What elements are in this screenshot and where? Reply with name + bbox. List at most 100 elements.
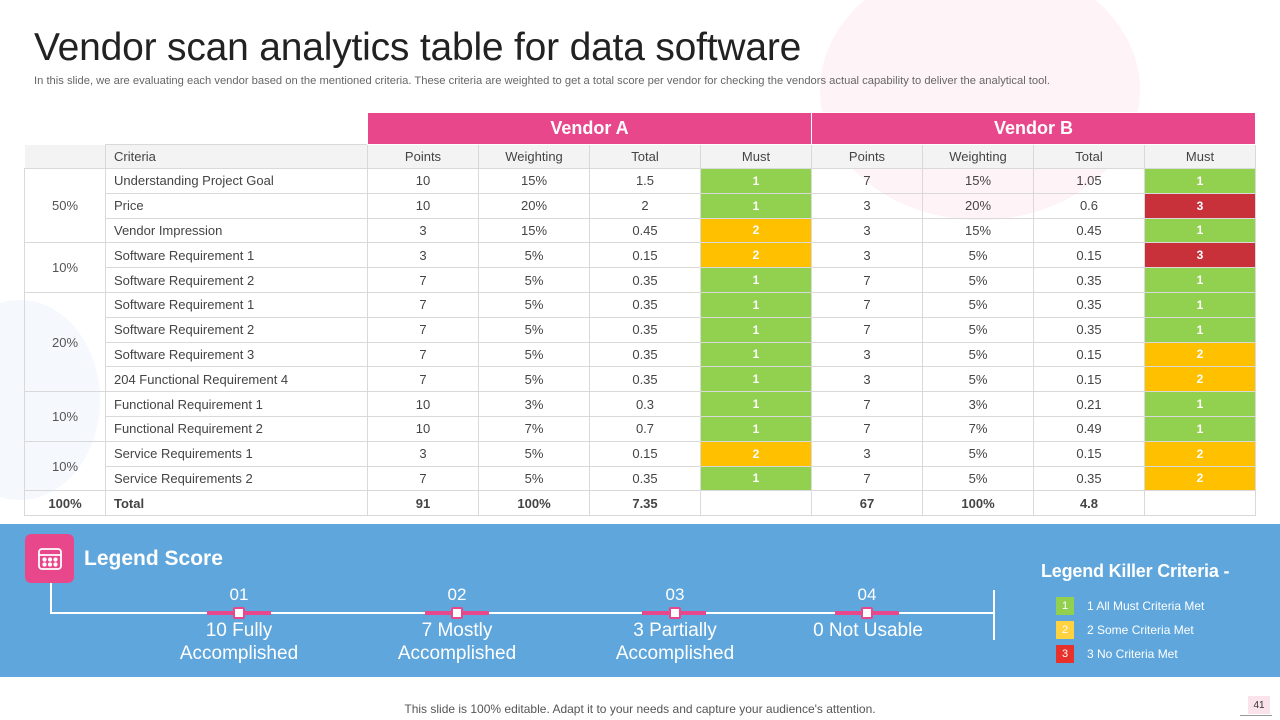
b-weight-cell: 20% <box>922 192 1034 219</box>
total-row: 100% Total 91 100% 7.35 67 100% 4.8 <box>24 490 1256 517</box>
table-row: Service Requirements 2 7 5% 0.35 1 7 5% 0.35 2 <box>25 465 1256 492</box>
b-must-cell: 1 <box>1144 415 1256 442</box>
legend-score-label: 3 Partially Accomplished <box>615 620 735 664</box>
b-points-cell: 7 <box>811 465 923 492</box>
a-total-cell: 0.35 <box>589 291 701 318</box>
table-row: Software Requirement 2 7 5% 0.35 1 7 5% 0.35 1 <box>25 267 1256 293</box>
b-must-cell: 1 <box>1144 391 1256 417</box>
b-points-cell: 7 <box>811 291 923 318</box>
a-weight-cell: 5% <box>478 267 590 293</box>
a-points-cell: 7 <box>367 267 479 293</box>
a-points-cell: 7 <box>367 465 479 492</box>
a-must-cell: 1 <box>700 415 812 442</box>
b-points-cell: 3 <box>811 341 923 368</box>
a-must-cell: 1 <box>700 316 812 343</box>
b-total-cell: 1.05 <box>1033 168 1145 194</box>
b-weight-cell: 5% <box>922 366 1034 393</box>
a-must-cell: 1 <box>700 168 812 194</box>
b-total-cell: 0.15 <box>1033 242 1145 269</box>
timeline-node <box>451 607 463 619</box>
table-body: 50% Understanding Project Goal 10 15% 1.5 1 7 1… <box>24 167 1256 492</box>
page-title: Vendor scan analytics table for data sof… <box>34 26 802 69</box>
total-a-must <box>700 490 812 517</box>
a-weight-cell: 7% <box>478 415 590 442</box>
a-weight-cell: 5% <box>478 440 590 467</box>
a-total-cell: 0.35 <box>589 341 701 368</box>
legend-score-num: 01 <box>229 585 249 604</box>
legend-score-num: 02 <box>447 585 467 604</box>
table-row: Software Requirement 3 7 5% 0.35 1 3 5% 0.15 2 <box>25 341 1256 368</box>
a-weight-cell: 5% <box>478 465 590 492</box>
criteria-cell: Functional Requirement 2 <box>105 415 368 442</box>
b-total-cell: 0.15 <box>1033 366 1145 393</box>
b-must-cell: 1 <box>1144 168 1256 194</box>
timeline-node <box>669 607 681 619</box>
b-total-cell: 0.21 <box>1033 391 1145 417</box>
b-total-cell: 0.15 <box>1033 440 1145 467</box>
table-row: Functional Requirement 2 10 7% 0.7 1 7 7% 0.49 1 <box>25 415 1256 442</box>
b-must-cell: 3 <box>1144 242 1256 269</box>
legend-killer-badge: 3 <box>1056 645 1074 663</box>
table-row: 50% Understanding Project Goal 10 15% 1.5 1 7 1… <box>24 167 1256 244</box>
total-a-total: 7.35 <box>589 490 701 517</box>
group-weight: 10% <box>24 391 106 442</box>
a-weight-cell: 5% <box>478 366 590 393</box>
legend-killer-label: 1 All Must Criteria Met <box>1087 599 1205 613</box>
b-weight-cell: 3% <box>922 391 1034 417</box>
table-row: Vendor Impression 3 15% 0.45 2 3 15% 0.45 1 <box>25 217 1256 244</box>
timeline-node <box>861 607 873 619</box>
a-weight-cell: 5% <box>478 242 590 269</box>
legend-score-num: 04 <box>857 585 877 604</box>
a-must-cell: 1 <box>700 465 812 492</box>
b-must-cell: 2 <box>1144 465 1256 492</box>
b-must-cell: 1 <box>1144 316 1256 343</box>
col-a-must: Must <box>700 144 812 169</box>
a-total-cell: 1.5 <box>589 168 701 194</box>
a-total-cell: 0.15 <box>589 242 701 269</box>
col-a-weighting: Weighting <box>478 144 590 169</box>
a-total-cell: 0.35 <box>589 366 701 393</box>
b-total-cell: 0.45 <box>1033 217 1145 244</box>
a-must-cell: 2 <box>700 217 812 244</box>
b-points-cell: 3 <box>811 440 923 467</box>
b-weight-cell: 5% <box>922 316 1034 343</box>
col-b-total: Total <box>1033 144 1145 169</box>
total-a-points: 91 <box>367 490 479 517</box>
b-points-cell: 7 <box>811 168 923 194</box>
timeline-line <box>50 612 995 614</box>
col-b-weighting: Weighting <box>922 144 1034 169</box>
a-total-cell: 2 <box>589 192 701 219</box>
a-must-cell: 1 <box>700 192 812 219</box>
a-points-cell: 10 <box>367 168 479 194</box>
total-label: Total <box>105 490 368 517</box>
criteria-cell: Software Requirement 1 <box>105 291 368 318</box>
a-points-cell: 10 <box>367 192 479 219</box>
col-a-points: Points <box>367 144 479 169</box>
vendor-a-header: Vendor A <box>367 112 812 145</box>
b-must-cell: 1 <box>1144 217 1256 244</box>
page-number-underline <box>1240 715 1272 716</box>
b-weight-cell: 15% <box>922 168 1034 194</box>
a-points-cell: 10 <box>367 391 479 417</box>
legend-score-label: 7 Mostly Accomplished <box>397 620 517 664</box>
a-weight-cell: 5% <box>478 316 590 343</box>
b-total-cell: 0.35 <box>1033 267 1145 293</box>
table-row: 10% Functional Requirement 1 10 3% 0.3 1 7 3% 0.… <box>24 391 1256 442</box>
a-total-cell: 0.35 <box>589 465 701 492</box>
criteria-cell: Software Requirement 3 <box>105 341 368 368</box>
a-weight-cell: 5% <box>478 341 590 368</box>
a-must-cell: 1 <box>700 267 812 293</box>
timeline-connector <box>50 583 52 613</box>
a-total-cell: 0.15 <box>589 440 701 467</box>
b-total-cell: 0.6 <box>1033 192 1145 219</box>
b-weight-cell: 5% <box>922 341 1034 368</box>
b-points-cell: 7 <box>811 415 923 442</box>
timeline-end-line <box>993 590 995 640</box>
criteria-cell: Software Requirement 2 <box>105 316 368 343</box>
table-row: Software Requirement 2 7 5% 0.35 1 7 5% 0.35 1 <box>25 316 1256 343</box>
legend-score-title: Legend Score <box>84 547 223 570</box>
criteria-cell: Service Requirements 1 <box>105 440 368 467</box>
timeline-node <box>233 607 245 619</box>
calculator-icon <box>25 534 74 583</box>
total-b-total: 4.8 <box>1033 490 1145 517</box>
